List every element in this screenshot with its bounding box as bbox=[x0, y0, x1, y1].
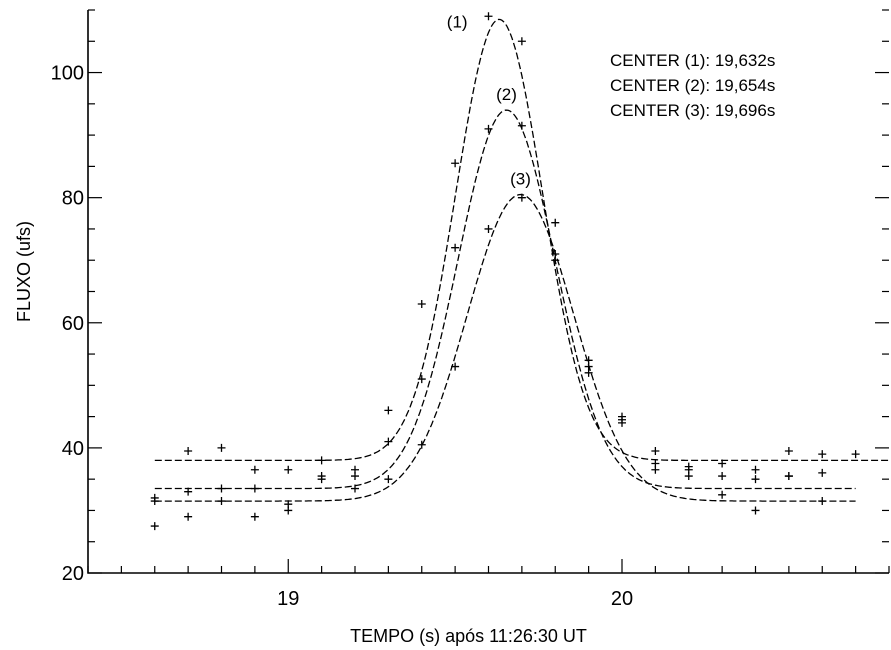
y-tick-label: 20 bbox=[62, 563, 84, 585]
data-point bbox=[451, 362, 460, 371]
data-point bbox=[417, 440, 426, 449]
data-point bbox=[451, 243, 460, 252]
data-point bbox=[818, 450, 827, 459]
data-point bbox=[818, 497, 827, 506]
data-point bbox=[651, 447, 660, 456]
data-point bbox=[818, 468, 827, 477]
data-point bbox=[384, 437, 393, 446]
data-point bbox=[718, 459, 727, 468]
data-point bbox=[517, 121, 526, 130]
y-tick-label: 80 bbox=[62, 188, 84, 210]
curve-label-3: (3) bbox=[510, 170, 531, 189]
data-point bbox=[184, 487, 193, 496]
fit-curve-3 bbox=[154, 193, 856, 502]
data-point bbox=[417, 300, 426, 309]
data-point bbox=[718, 490, 727, 499]
data-points bbox=[150, 12, 860, 531]
data-point bbox=[217, 497, 226, 506]
data-point bbox=[751, 506, 760, 515]
data-point bbox=[484, 224, 493, 233]
data-point bbox=[384, 475, 393, 484]
fit-curves bbox=[154, 18, 889, 502]
data-point bbox=[484, 124, 493, 133]
x-axis-title: TEMPO (s) após 11:26:30 UT bbox=[350, 626, 587, 646]
fit-curve-1 bbox=[154, 18, 889, 462]
data-point bbox=[184, 512, 193, 521]
data-point bbox=[250, 484, 259, 493]
y-tick-label: 40 bbox=[62, 438, 84, 460]
data-point bbox=[517, 37, 526, 46]
data-point bbox=[784, 447, 793, 456]
x-tick-label: 19 bbox=[277, 588, 299, 610]
axes bbox=[87, 9, 890, 574]
data-point bbox=[551, 256, 560, 265]
data-point bbox=[217, 484, 226, 493]
data-point bbox=[417, 375, 426, 384]
data-point bbox=[351, 472, 359, 481]
data-point bbox=[684, 472, 693, 481]
data-point bbox=[551, 218, 560, 227]
data-point bbox=[751, 465, 760, 474]
y-tick-label: 100 bbox=[51, 63, 84, 85]
data-point bbox=[618, 418, 626, 427]
center-annotation: CENTER (2): 19,654s bbox=[610, 76, 775, 95]
fit-curve-2 bbox=[154, 109, 856, 490]
data-point bbox=[584, 368, 593, 377]
data-point bbox=[384, 406, 393, 415]
labels: 19 20 20 40 60 80 100 TEMPO (s) após 11:26:30 U… bbox=[14, 12, 775, 646]
y-tick-label: 60 bbox=[62, 313, 84, 335]
x-tick-label: 20 bbox=[611, 588, 633, 610]
data-point bbox=[317, 475, 326, 484]
data-point bbox=[851, 450, 860, 459]
curve-label-2: (2) bbox=[496, 85, 517, 104]
data-point bbox=[751, 475, 760, 484]
data-point bbox=[150, 497, 159, 506]
data-point bbox=[284, 465, 293, 474]
data-point bbox=[484, 12, 493, 21]
data-point bbox=[351, 484, 359, 493]
data-point bbox=[217, 443, 226, 452]
data-point bbox=[451, 159, 460, 168]
data-point bbox=[784, 472, 793, 481]
y-axis-title: FLUXO (ufs) bbox=[14, 221, 34, 322]
data-point bbox=[651, 465, 660, 474]
data-point bbox=[317, 456, 326, 465]
data-point bbox=[184, 447, 193, 456]
data-point bbox=[718, 472, 727, 481]
data-point bbox=[250, 465, 259, 474]
data-point bbox=[517, 193, 526, 202]
data-point bbox=[150, 522, 159, 531]
center-annotation: CENTER (3): 19,696s bbox=[610, 101, 775, 120]
curve-label-1: (1) bbox=[447, 12, 468, 31]
data-point bbox=[250, 512, 259, 521]
center-annotation: CENTER (1): 19,632s bbox=[610, 51, 775, 70]
data-point bbox=[284, 506, 293, 515]
